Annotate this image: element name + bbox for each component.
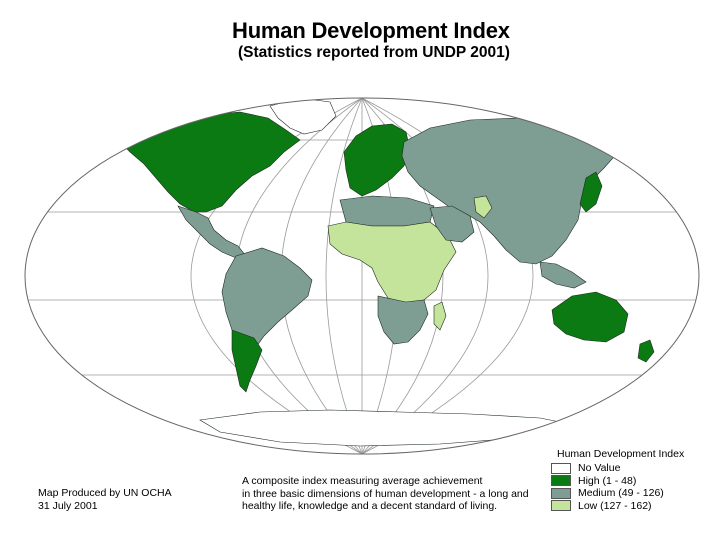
legend-title: Human Development Index [557,448,685,460]
region-north-america [117,111,301,213]
region-southern-cone [231,329,263,393]
map-legend: Human Development Index No Value High (1… [551,448,719,512]
region-japan [579,171,603,213]
region-south-america [221,247,313,351]
region-madagascar [433,301,447,331]
region-australia [551,291,629,343]
description-line: A composite index measuring average achi… [242,475,483,487]
legend-item-high: High (1 - 48) [551,475,719,488]
index-description: A composite index measuring average achi… [242,475,552,513]
region-europe [343,123,411,197]
map-outline [24,97,700,455]
region-africa-low [327,221,457,305]
map-land-layer [25,98,699,454]
legend-label: High (1 - 48) [578,474,637,487]
map-title: Human Development Index [232,18,510,43]
legend-item-no-value: No Value [551,462,719,475]
legend-item-medium: Medium (49 - 126) [551,487,719,500]
map-credit: Map Produced by UN OCHA 31 July 2001 [38,487,172,512]
description-line: in three basic dimensions of human devel… [242,487,529,500]
credit-date: 31 July 2001 [38,499,98,512]
credit-producer: Map Produced by UN OCHA [38,487,172,499]
legend-swatch-low [551,500,571,512]
description-line: healthy life, knowledge and a decent sta… [242,500,498,512]
legend-swatch-high [551,475,571,487]
region-south-asia-low [473,195,493,219]
graticule-meridian [325,98,363,454]
legend-swatch-medium [551,487,571,499]
legend-label: No Value [578,462,621,475]
region-arabia [429,205,475,243]
region-new-zealand [637,339,655,363]
region-southern-africa [377,295,429,345]
map-subtitle: (Statistics reported from UNDP 2001) [238,44,510,61]
legend-label: Medium (49 - 126) [578,487,664,500]
legend-swatch-no-value [551,462,571,474]
legend-item-low: Low (127 - 162) [551,500,719,513]
region-southeast-asia [539,261,587,289]
legend-label: Low (127 - 162) [578,499,652,512]
